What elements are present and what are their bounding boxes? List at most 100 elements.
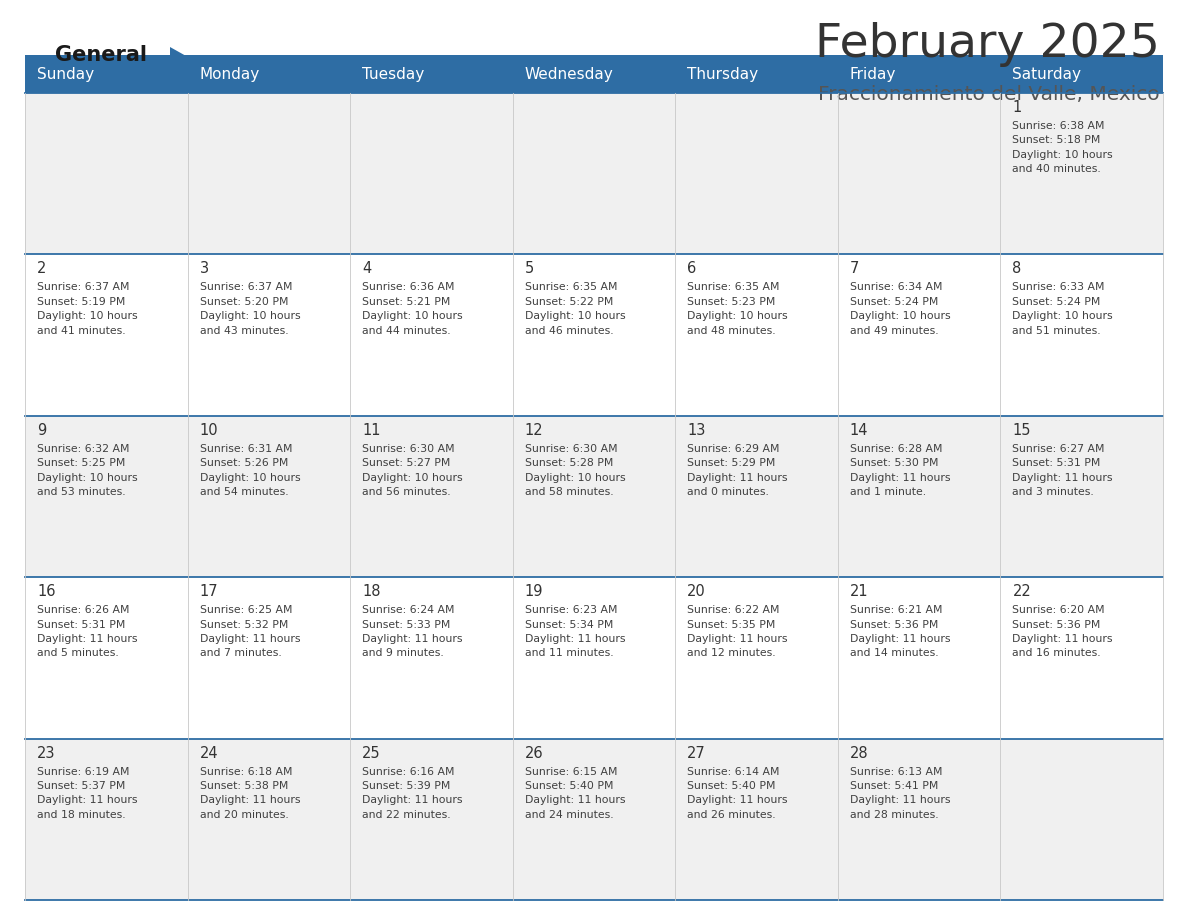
Bar — [675, 416, 838, 577]
Bar — [675, 577, 838, 739]
Text: Fraccionamiento del Valle, Mexico: Fraccionamiento del Valle, Mexico — [819, 85, 1159, 104]
Bar — [350, 55, 513, 93]
Text: Sunrise: 6:31 AM
Sunset: 5:26 PM
Daylight: 10 hours
and 54 minutes.: Sunrise: 6:31 AM Sunset: 5:26 PM Dayligh… — [200, 443, 301, 497]
Text: Sunrise: 6:19 AM
Sunset: 5:37 PM
Daylight: 11 hours
and 18 minutes.: Sunrise: 6:19 AM Sunset: 5:37 PM Dayligh… — [37, 767, 138, 820]
Text: 27: 27 — [688, 745, 706, 761]
Text: 6: 6 — [688, 262, 696, 276]
Bar — [838, 577, 1000, 739]
Text: Sunrise: 6:35 AM
Sunset: 5:23 PM
Daylight: 10 hours
and 48 minutes.: Sunrise: 6:35 AM Sunset: 5:23 PM Dayligh… — [688, 283, 788, 336]
Text: Tuesday: Tuesday — [362, 66, 424, 82]
Text: Sunrise: 6:23 AM
Sunset: 5:34 PM
Daylight: 11 hours
and 11 minutes.: Sunrise: 6:23 AM Sunset: 5:34 PM Dayligh… — [525, 605, 625, 658]
Text: 11: 11 — [362, 423, 380, 438]
Text: 8: 8 — [1012, 262, 1022, 276]
Bar — [25, 254, 188, 416]
Text: 19: 19 — [525, 584, 543, 599]
Bar — [1000, 254, 1163, 416]
Bar — [1000, 55, 1163, 93]
Text: Sunrise: 6:37 AM
Sunset: 5:19 PM
Daylight: 10 hours
and 41 minutes.: Sunrise: 6:37 AM Sunset: 5:19 PM Dayligh… — [37, 283, 138, 336]
Bar — [513, 739, 675, 900]
Bar — [1000, 739, 1163, 900]
Bar — [1000, 93, 1163, 254]
Text: 14: 14 — [849, 423, 868, 438]
Bar — [838, 55, 1000, 93]
Text: Sunrise: 6:29 AM
Sunset: 5:29 PM
Daylight: 11 hours
and 0 minutes.: Sunrise: 6:29 AM Sunset: 5:29 PM Dayligh… — [688, 443, 788, 497]
Text: Sunrise: 6:32 AM
Sunset: 5:25 PM
Daylight: 10 hours
and 53 minutes.: Sunrise: 6:32 AM Sunset: 5:25 PM Dayligh… — [37, 443, 138, 497]
Bar — [350, 254, 513, 416]
Bar — [188, 254, 350, 416]
Bar — [188, 55, 350, 93]
Text: 20: 20 — [688, 584, 706, 599]
Bar — [25, 55, 188, 93]
Bar — [350, 739, 513, 900]
Text: Sunrise: 6:33 AM
Sunset: 5:24 PM
Daylight: 10 hours
and 51 minutes.: Sunrise: 6:33 AM Sunset: 5:24 PM Dayligh… — [1012, 283, 1113, 336]
Text: 17: 17 — [200, 584, 219, 599]
Text: Sunrise: 6:35 AM
Sunset: 5:22 PM
Daylight: 10 hours
and 46 minutes.: Sunrise: 6:35 AM Sunset: 5:22 PM Dayligh… — [525, 283, 625, 336]
Text: Saturday: Saturday — [1012, 66, 1081, 82]
Text: Sunday: Sunday — [37, 66, 94, 82]
Text: 15: 15 — [1012, 423, 1031, 438]
Text: Wednesday: Wednesday — [525, 66, 613, 82]
Text: 2: 2 — [37, 262, 46, 276]
Text: Sunrise: 6:21 AM
Sunset: 5:36 PM
Daylight: 11 hours
and 14 minutes.: Sunrise: 6:21 AM Sunset: 5:36 PM Dayligh… — [849, 605, 950, 658]
Text: 5: 5 — [525, 262, 533, 276]
Text: Sunrise: 6:18 AM
Sunset: 5:38 PM
Daylight: 11 hours
and 20 minutes.: Sunrise: 6:18 AM Sunset: 5:38 PM Dayligh… — [200, 767, 301, 820]
Text: 26: 26 — [525, 745, 543, 761]
Text: 4: 4 — [362, 262, 372, 276]
Text: Sunrise: 6:20 AM
Sunset: 5:36 PM
Daylight: 11 hours
and 16 minutes.: Sunrise: 6:20 AM Sunset: 5:36 PM Dayligh… — [1012, 605, 1113, 658]
Bar — [188, 739, 350, 900]
Bar — [675, 93, 838, 254]
Text: Friday: Friday — [849, 66, 896, 82]
Bar — [1000, 416, 1163, 577]
Text: 24: 24 — [200, 745, 219, 761]
Text: Sunrise: 6:14 AM
Sunset: 5:40 PM
Daylight: 11 hours
and 26 minutes.: Sunrise: 6:14 AM Sunset: 5:40 PM Dayligh… — [688, 767, 788, 820]
Text: Sunrise: 6:38 AM
Sunset: 5:18 PM
Daylight: 10 hours
and 40 minutes.: Sunrise: 6:38 AM Sunset: 5:18 PM Dayligh… — [1012, 121, 1113, 174]
Text: Sunrise: 6:34 AM
Sunset: 5:24 PM
Daylight: 10 hours
and 49 minutes.: Sunrise: 6:34 AM Sunset: 5:24 PM Dayligh… — [849, 283, 950, 336]
Bar — [838, 739, 1000, 900]
Bar — [513, 416, 675, 577]
Text: Sunrise: 6:26 AM
Sunset: 5:31 PM
Daylight: 11 hours
and 5 minutes.: Sunrise: 6:26 AM Sunset: 5:31 PM Dayligh… — [37, 605, 138, 658]
Text: Sunrise: 6:30 AM
Sunset: 5:28 PM
Daylight: 10 hours
and 58 minutes.: Sunrise: 6:30 AM Sunset: 5:28 PM Dayligh… — [525, 443, 625, 497]
Text: 3: 3 — [200, 262, 209, 276]
Text: Sunrise: 6:36 AM
Sunset: 5:21 PM
Daylight: 10 hours
and 44 minutes.: Sunrise: 6:36 AM Sunset: 5:21 PM Dayligh… — [362, 283, 463, 336]
Text: Sunrise: 6:30 AM
Sunset: 5:27 PM
Daylight: 10 hours
and 56 minutes.: Sunrise: 6:30 AM Sunset: 5:27 PM Dayligh… — [362, 443, 463, 497]
Text: Sunrise: 6:28 AM
Sunset: 5:30 PM
Daylight: 11 hours
and 1 minute.: Sunrise: 6:28 AM Sunset: 5:30 PM Dayligh… — [849, 443, 950, 497]
Bar — [675, 55, 838, 93]
Bar — [513, 93, 675, 254]
Bar — [25, 577, 188, 739]
Bar — [675, 254, 838, 416]
Bar — [675, 739, 838, 900]
Text: 13: 13 — [688, 423, 706, 438]
Text: 21: 21 — [849, 584, 868, 599]
Text: 25: 25 — [362, 745, 381, 761]
Text: Sunrise: 6:24 AM
Sunset: 5:33 PM
Daylight: 11 hours
and 9 minutes.: Sunrise: 6:24 AM Sunset: 5:33 PM Dayligh… — [362, 605, 462, 658]
Bar — [838, 416, 1000, 577]
Text: 16: 16 — [37, 584, 56, 599]
Bar — [513, 254, 675, 416]
Text: 28: 28 — [849, 745, 868, 761]
Bar — [188, 416, 350, 577]
Text: 7: 7 — [849, 262, 859, 276]
Text: Sunrise: 6:16 AM
Sunset: 5:39 PM
Daylight: 11 hours
and 22 minutes.: Sunrise: 6:16 AM Sunset: 5:39 PM Dayligh… — [362, 767, 462, 820]
Text: General: General — [55, 45, 147, 65]
Text: Monday: Monday — [200, 66, 260, 82]
Text: 12: 12 — [525, 423, 543, 438]
Bar — [188, 93, 350, 254]
Text: 1: 1 — [1012, 100, 1022, 115]
Text: 10: 10 — [200, 423, 219, 438]
Text: 18: 18 — [362, 584, 380, 599]
Text: 22: 22 — [1012, 584, 1031, 599]
Bar — [838, 93, 1000, 254]
Text: Sunrise: 6:27 AM
Sunset: 5:31 PM
Daylight: 11 hours
and 3 minutes.: Sunrise: 6:27 AM Sunset: 5:31 PM Dayligh… — [1012, 443, 1113, 497]
Text: February 2025: February 2025 — [815, 22, 1159, 67]
Polygon shape — [170, 47, 200, 75]
Bar — [188, 577, 350, 739]
Bar — [350, 416, 513, 577]
Text: Blue: Blue — [154, 71, 207, 91]
Bar — [25, 93, 188, 254]
Text: Sunrise: 6:25 AM
Sunset: 5:32 PM
Daylight: 11 hours
and 7 minutes.: Sunrise: 6:25 AM Sunset: 5:32 PM Dayligh… — [200, 605, 301, 658]
Text: Thursday: Thursday — [688, 66, 758, 82]
Text: Sunrise: 6:15 AM
Sunset: 5:40 PM
Daylight: 11 hours
and 24 minutes.: Sunrise: 6:15 AM Sunset: 5:40 PM Dayligh… — [525, 767, 625, 820]
Bar — [350, 93, 513, 254]
Bar — [838, 254, 1000, 416]
Bar — [1000, 577, 1163, 739]
